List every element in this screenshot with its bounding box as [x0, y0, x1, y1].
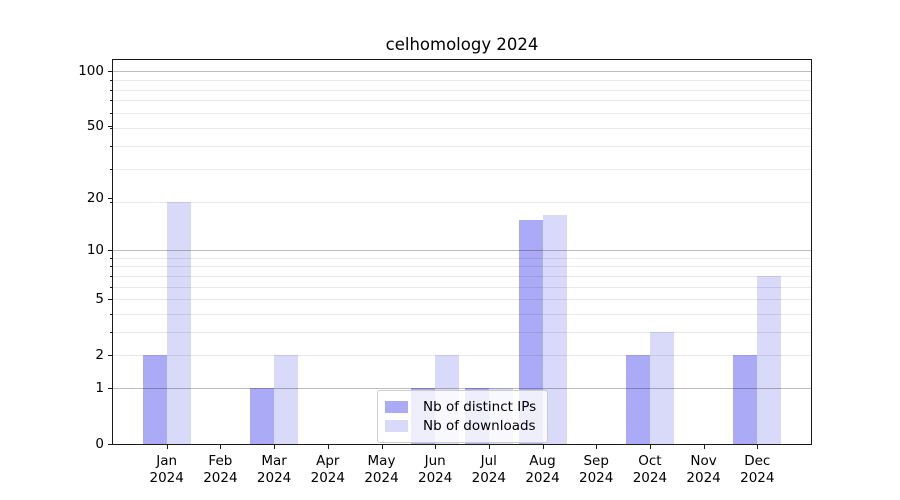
y-tick-10 — [108, 250, 112, 251]
bar-nb-of-distinct-ips-mar — [250, 387, 275, 444]
y-minor-tick-89 — [110, 79, 112, 81]
x-tick-jun — [435, 445, 437, 449]
y-minor-tick-6 — [110, 286, 112, 288]
y-minor-tick-3 — [110, 331, 112, 333]
x-tick-label-aug: Aug 2024 — [525, 453, 560, 486]
x-tick-mar — [274, 445, 276, 449]
y-tick-1 — [108, 387, 112, 389]
x-tick-label-apr: Apr 2024 — [310, 453, 345, 486]
y-tick-0 — [108, 444, 112, 445]
y-minor-tick-19 — [110, 201, 112, 203]
y-minor-tick-69 — [110, 100, 112, 102]
x-tick-label-oct: Oct 2024 — [632, 453, 668, 486]
y-tick-label-5: 5 — [95, 291, 104, 307]
x-tick-nov — [703, 445, 705, 449]
legend: Nb of distinct IPs Nb of downloads — [377, 390, 548, 443]
y-minor-tick-39 — [110, 145, 112, 147]
bar-nb-of-distinct-ips-oct — [625, 355, 650, 444]
bar-nb-of-downloads-mar — [274, 355, 299, 444]
plot-area: 0 1 2 5 10 20 50 100 Jan 2024 Feb 2024 Mar 2024 Apr 202… — [78, 59, 812, 486]
x-tick-label-dec: Dec 2024 — [740, 453, 775, 486]
x-tick-jul — [488, 445, 490, 449]
chart-title: celhomology 2024 — [385, 35, 539, 54]
y-tick-50 — [108, 125, 112, 127]
x-tick-may — [381, 445, 383, 449]
y-tick-label-50: 50 — [86, 117, 104, 134]
x-tick-label-jan: Jan 2024 — [149, 453, 184, 486]
y-tick-label-100: 100 — [78, 62, 104, 79]
legend-item-downloads: Nb of downloads — [385, 417, 547, 434]
y-minor-tick-59 — [110, 112, 112, 114]
y-tick-label-20: 20 — [86, 189, 104, 206]
legend-label-downloads: Nb of downloads — [423, 417, 536, 434]
y-tick-100 — [108, 70, 112, 72]
y-minor-tick-49 — [110, 127, 112, 129]
y-tick-label-2: 2 — [95, 347, 104, 364]
bar-nb-of-downloads-oct — [649, 331, 674, 444]
bar-nb-of-downloads-dec — [757, 275, 782, 444]
y-minor-tick-7 — [110, 275, 112, 277]
x-tick-label-jul: Jul 2024 — [471, 453, 506, 486]
x-tick-label-jun: Jun 2024 — [418, 453, 453, 486]
y-minor-tick-29 — [110, 168, 112, 170]
y-tick-2 — [108, 355, 112, 357]
y-minor-tick-9 — [110, 257, 112, 259]
x-tick-label-mar: Mar 2024 — [256, 453, 292, 486]
x-tick-label-feb: Feb 2024 — [203, 453, 238, 486]
y-tick-label-0: 0 — [95, 436, 104, 452]
x-tick-aug — [542, 445, 544, 449]
bar-nb-of-distinct-ips-dec — [733, 355, 758, 444]
legend-swatch-downloads — [385, 419, 408, 432]
y-minor-tick-8 — [110, 266, 112, 268]
tick-layer: 0 1 2 5 10 20 50 100 Jan 2024 Feb 2024 Mar 2024 Apr 202… — [78, 60, 811, 486]
y-tick-5 — [108, 299, 112, 300]
legend-label-distinct-ips: Nb of distinct IPs — [423, 398, 537, 415]
x-tick-feb — [220, 445, 222, 449]
y-minor-tick-4 — [110, 313, 112, 315]
y-tick-20 — [108, 197, 112, 199]
y-minor-tick-79 — [110, 89, 112, 91]
bar-nb-of-downloads-jan — [166, 201, 191, 444]
x-tick-label-sep: Sep 2024 — [579, 453, 614, 486]
x-tick-label-may: May 2024 — [364, 453, 399, 486]
legend-item-distinct-ips: Nb of distinct IPs — [385, 398, 547, 415]
x-tick-apr — [327, 445, 329, 449]
legend-swatch-distinct-ips — [385, 400, 408, 413]
x-tick-oct — [649, 445, 651, 449]
x-tick-sep — [596, 445, 598, 449]
x-tick-label-nov: Nov 2024 — [686, 453, 721, 486]
x-tick-jan — [166, 445, 168, 449]
y-tick-label-10: 10 — [86, 242, 104, 258]
x-tick-dec — [757, 445, 759, 449]
bar-nb-of-distinct-ips-jan — [142, 355, 167, 444]
y-tick-label-1: 1 — [95, 379, 104, 396]
